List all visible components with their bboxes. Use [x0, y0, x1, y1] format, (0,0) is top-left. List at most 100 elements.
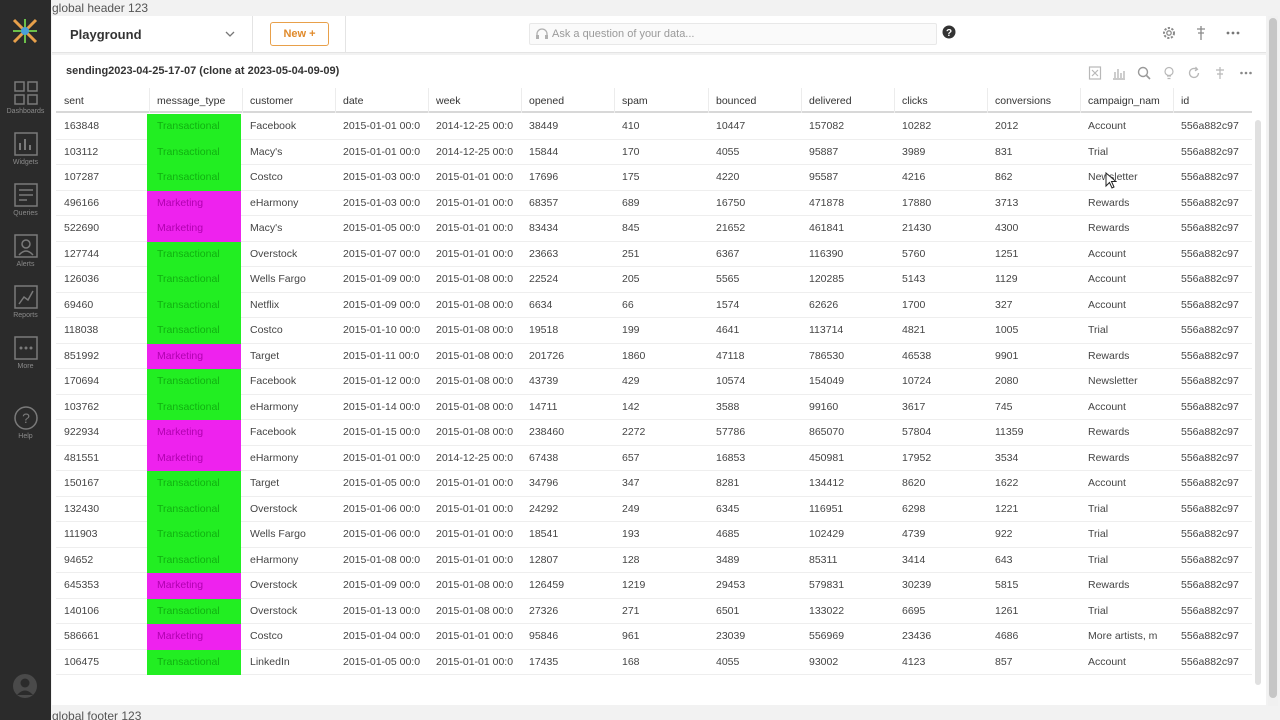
table-row[interactable]: 496166 Marketing eHarmony 2015-01-03 00:0 20…: [56, 190, 1252, 216]
gear-icon[interactable]: [1161, 25, 1177, 41]
table-row[interactable]: 922934 Marketing Facebook 2015-01-15 00:0 20…: [56, 420, 1252, 446]
column-header[interactable]: opened: [529, 95, 565, 107]
avatar[interactable]: [12, 673, 38, 699]
table-row[interactable]: 132430 Transactional Overstock 2015-01-06 0…: [56, 496, 1252, 522]
chevron-down-icon[interactable]: [224, 29, 236, 39]
table-cell: 689: [622, 196, 640, 209]
playground-selector[interactable]: Playground: [70, 27, 142, 42]
table-row[interactable]: 851992 Marketing Target 2015-01-11 00:0 2015…: [56, 343, 1252, 369]
column-divider[interactable]: [801, 88, 802, 113]
column-divider[interactable]: [428, 88, 429, 113]
help-circle-icon[interactable]: ?: [942, 25, 956, 39]
page-scrollbar-thumb[interactable]: [1269, 18, 1277, 698]
sidebar-item-alerts[interactable]: Alerts: [0, 233, 51, 279]
column-divider[interactable]: [242, 88, 243, 113]
sidebar-item-more[interactable]: More: [0, 335, 51, 381]
ask-question-box[interactable]: [529, 23, 937, 45]
table-row[interactable]: 645353 Marketing Overstock 2015-01-09 00:0 2…: [56, 573, 1252, 599]
column-divider[interactable]: [149, 88, 150, 113]
column-header[interactable]: clicks: [902, 95, 928, 107]
table-row[interactable]: 103762 Transactional eHarmony 2015-01-14 00…: [56, 394, 1252, 420]
table-row[interactable]: 140106 Transactional Overstock 2015-01-13 0…: [56, 598, 1252, 624]
table-scrollbar[interactable]: [1255, 120, 1261, 685]
lightbulb-icon[interactable]: [1162, 66, 1176, 80]
sidebar-item-reports[interactable]: Reports: [0, 284, 51, 330]
table-cell: 2014-12-25 00:0: [436, 451, 514, 464]
table-cell: 1700: [902, 298, 926, 311]
column-header[interactable]: week: [436, 95, 461, 107]
table-cell: 8281: [716, 477, 740, 489]
table-row[interactable]: 126036 Transactional Wells Fargo 2015-01-09…: [56, 267, 1252, 293]
table-cell: 249: [622, 502, 640, 515]
chart-icon[interactable]: [1112, 66, 1126, 80]
column-header[interactable]: sent: [64, 95, 84, 107]
table-row[interactable]: 118038 Transactional Costco 2015-01-10 00:0…: [56, 318, 1252, 344]
table-row[interactable]: 481551 Marketing eHarmony 2015-01-01 00:0 20…: [56, 445, 1252, 471]
column-divider[interactable]: [894, 88, 895, 113]
table-row[interactable]: 522690 Marketing Macy's 2015-01-05 00:0 2015…: [56, 216, 1252, 242]
table-cell: 29453: [716, 579, 746, 591]
column-header[interactable]: spam: [622, 95, 648, 107]
column-divider[interactable]: [1173, 88, 1174, 113]
table-cell: 19518: [529, 324, 559, 336]
mouse-cursor-icon: [1105, 172, 1117, 189]
table-cell: 47118: [716, 349, 745, 362]
table-cell: 6501: [716, 604, 740, 617]
sidebar-item-widgets[interactable]: Widgets: [0, 131, 51, 177]
new-button[interactable]: New +: [270, 22, 329, 46]
column-header[interactable]: message_type: [157, 95, 226, 107]
table-row[interactable]: 163848 Transactional Facebook 2015-01-01 00…: [56, 114, 1252, 140]
table-cell: Facebook: [250, 375, 297, 387]
column-header[interactable]: bounced: [716, 95, 757, 107]
column-divider[interactable]: [1080, 88, 1081, 113]
sidebar-item-queries[interactable]: Queries: [0, 182, 51, 228]
sidebar-item-dashboards[interactable]: Dashboards: [0, 80, 51, 126]
column-divider[interactable]: [614, 88, 615, 113]
table-row[interactable]: 586661 Marketing Costco 2015-01-04 00:0 2015…: [56, 624, 1252, 650]
table-cell: 66: [622, 298, 634, 311]
table-cell: Rewards: [1088, 426, 1130, 438]
column-divider[interactable]: [335, 88, 336, 113]
table-cell: 2015-01-01 00:0: [436, 630, 514, 642]
table-row[interactable]: 107287 Transactional Costco 2015-01-03 00:0…: [56, 165, 1252, 191]
sidebar-item-help[interactable]: ? Help: [0, 405, 51, 451]
more-horizontal-icon[interactable]: [1225, 25, 1241, 41]
table-cell: 786530: [809, 349, 845, 362]
column-divider[interactable]: [708, 88, 709, 113]
column-header[interactable]: delivered: [809, 95, 852, 107]
table-row[interactable]: 127744 Transactional Overstock 2015-01-07 0…: [56, 241, 1252, 267]
table-cell: 27326: [529, 604, 559, 617]
column-header[interactable]: id: [1181, 95, 1190, 107]
table-cell: 93002: [809, 655, 839, 668]
ask-question-input[interactable]: [552, 24, 932, 44]
column-header[interactable]: campaign_nam: [1088, 95, 1160, 107]
table-cell: Trial: [1088, 324, 1109, 336]
more-horizontal-icon[interactable]: [1239, 66, 1253, 80]
excel-export-icon[interactable]: [1088, 66, 1102, 80]
table-cell: 38449: [529, 120, 559, 132]
table-row[interactable]: 69460 Transactional Netflix 2015-01-09 00:0…: [56, 292, 1252, 318]
column-divider[interactable]: [521, 88, 522, 113]
table-header-row: sent message_type customer date week opened sp…: [56, 88, 1252, 113]
table-row[interactable]: 111903 Transactional Wells Fargo 2015-01-06…: [56, 522, 1252, 548]
pin-icon[interactable]: [1193, 25, 1209, 41]
table-cell: 3489: [716, 553, 740, 566]
sidebar-item-label: Widgets: [12, 159, 39, 166]
table-row[interactable]: 106475 Transactional LinkedIn 2015-01-05 00…: [56, 649, 1252, 675]
table-cell: 2015-01-09 00:0: [343, 273, 421, 285]
search-icon[interactable]: [1137, 66, 1151, 80]
column-divider[interactable]: [987, 88, 988, 113]
app-logo-icon[interactable]: [11, 17, 39, 45]
table-row[interactable]: 170694 Transactional Facebook 2015-01-12 00…: [56, 369, 1252, 395]
pin-icon[interactable]: [1213, 66, 1227, 80]
refresh-icon[interactable]: [1187, 66, 1201, 80]
column-header[interactable]: customer: [250, 95, 294, 107]
table-cell: 128: [622, 553, 640, 566]
table-cell: 68357: [529, 196, 559, 209]
table-cell: 69460: [64, 298, 94, 311]
column-header[interactable]: conversions: [995, 95, 1052, 107]
table-row[interactable]: 150167 Transactional Target 2015-01-05 00:0…: [56, 471, 1252, 497]
table-row[interactable]: 94652 Transactional eHarmony 2015-01-08 00:…: [56, 547, 1252, 573]
column-header[interactable]: date: [343, 95, 364, 107]
table-row[interactable]: 103112 Transactional Macy's 2015-01-01 00:0…: [56, 139, 1252, 165]
